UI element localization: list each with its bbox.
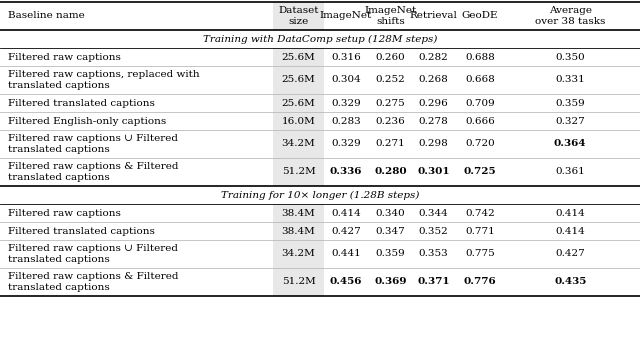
- Text: 0.298: 0.298: [419, 139, 449, 149]
- Text: 0.414: 0.414: [556, 209, 585, 218]
- Text: 0.352: 0.352: [419, 226, 449, 236]
- Text: 34.2M: 34.2M: [282, 249, 316, 258]
- Text: 0.742: 0.742: [465, 209, 495, 218]
- Text: Training for 10× longer (1.28B steps): Training for 10× longer (1.28B steps): [221, 190, 419, 199]
- Text: Training with DataComp setup (128M steps): Training with DataComp setup (128M steps…: [203, 35, 437, 44]
- Text: 51.2M: 51.2M: [282, 277, 316, 286]
- Text: ImageNet: ImageNet: [320, 12, 372, 20]
- Text: 0.414: 0.414: [331, 209, 361, 218]
- Text: 0.353: 0.353: [419, 249, 449, 258]
- Bar: [273, 112, 324, 130]
- Text: 16.0M: 16.0M: [282, 116, 316, 126]
- Text: Filtered translated captions: Filtered translated captions: [8, 226, 155, 236]
- Text: 0.327: 0.327: [556, 116, 585, 126]
- Text: 0.668: 0.668: [465, 75, 495, 84]
- Text: 0.427: 0.427: [331, 226, 361, 236]
- Text: 0.359: 0.359: [376, 249, 405, 258]
- Text: 0.441: 0.441: [331, 249, 361, 258]
- Text: Baseline name: Baseline name: [8, 12, 85, 20]
- Bar: [273, 222, 324, 240]
- Text: 0.316: 0.316: [331, 52, 361, 62]
- Text: Filtered raw captions & Filtered
translated captions: Filtered raw captions & Filtered transla…: [8, 272, 179, 292]
- Text: 0.252: 0.252: [376, 75, 405, 84]
- Text: 0.427: 0.427: [556, 249, 585, 258]
- Text: Filtered raw captions: Filtered raw captions: [8, 209, 121, 218]
- Text: Filtered raw captions, replaced with
translated captions: Filtered raw captions, replaced with tra…: [8, 70, 200, 90]
- Text: 0.725: 0.725: [464, 167, 496, 177]
- Text: 0.369: 0.369: [374, 277, 406, 286]
- Text: 0.296: 0.296: [419, 99, 449, 107]
- Text: 0.280: 0.280: [374, 167, 406, 177]
- Bar: [273, 66, 324, 94]
- Text: 0.282: 0.282: [419, 52, 449, 62]
- Bar: [273, 130, 324, 158]
- Text: 34.2M: 34.2M: [282, 139, 316, 149]
- Text: 0.414: 0.414: [556, 226, 585, 236]
- Text: 0.359: 0.359: [556, 99, 585, 107]
- Text: 38.4M: 38.4M: [282, 209, 316, 218]
- Text: 0.331: 0.331: [556, 75, 585, 84]
- Text: 0.329: 0.329: [331, 139, 361, 149]
- Text: 0.776: 0.776: [463, 277, 497, 286]
- Text: 0.344: 0.344: [419, 209, 449, 218]
- Text: 0.336: 0.336: [330, 167, 362, 177]
- Text: 0.709: 0.709: [465, 99, 495, 107]
- Bar: [273, 268, 324, 296]
- Text: 0.278: 0.278: [419, 116, 449, 126]
- Text: 0.688: 0.688: [465, 52, 495, 62]
- Text: 0.371: 0.371: [417, 277, 450, 286]
- Text: 0.347: 0.347: [376, 226, 405, 236]
- Text: 38.4M: 38.4M: [282, 226, 316, 236]
- Text: 0.283: 0.283: [331, 116, 361, 126]
- Text: 0.456: 0.456: [330, 277, 362, 286]
- Text: 0.329: 0.329: [331, 99, 361, 107]
- Text: Average
over 38 tasks: Average over 38 tasks: [535, 6, 605, 26]
- Text: Filtered raw captions ∪ Filtered
translated captions: Filtered raw captions ∪ Filtered transla…: [8, 134, 178, 154]
- Text: 0.350: 0.350: [556, 52, 585, 62]
- Text: 0.361: 0.361: [556, 167, 585, 177]
- Text: Retrieval: Retrieval: [410, 12, 458, 20]
- Text: 0.666: 0.666: [465, 116, 495, 126]
- Bar: [273, 94, 324, 112]
- Text: GeoDE: GeoDE: [461, 12, 499, 20]
- Text: 0.301: 0.301: [417, 167, 450, 177]
- Text: Filtered raw captions & Filtered
translated captions: Filtered raw captions & Filtered transla…: [8, 162, 179, 182]
- Text: 0.236: 0.236: [376, 116, 405, 126]
- Text: 0.275: 0.275: [376, 99, 405, 107]
- Bar: [273, 48, 324, 66]
- Text: 0.268: 0.268: [419, 75, 449, 84]
- Text: 0.271: 0.271: [376, 139, 405, 149]
- Bar: [273, 2, 324, 30]
- Bar: [273, 158, 324, 186]
- Text: Filtered English-only captions: Filtered English-only captions: [8, 116, 166, 126]
- Text: 25.6M: 25.6M: [282, 52, 316, 62]
- Text: Filtered translated captions: Filtered translated captions: [8, 99, 155, 107]
- Text: 0.260: 0.260: [376, 52, 405, 62]
- Text: Filtered raw captions: Filtered raw captions: [8, 52, 121, 62]
- Text: 25.6M: 25.6M: [282, 99, 316, 107]
- Text: 51.2M: 51.2M: [282, 167, 316, 177]
- Bar: [273, 240, 324, 268]
- Bar: [273, 204, 324, 222]
- Text: Dataset
size: Dataset size: [278, 6, 319, 26]
- Text: 0.364: 0.364: [554, 139, 586, 149]
- Text: ImageNet
shifts: ImageNet shifts: [364, 6, 417, 26]
- Text: 0.340: 0.340: [376, 209, 405, 218]
- Text: 25.6M: 25.6M: [282, 75, 316, 84]
- Text: 0.771: 0.771: [465, 226, 495, 236]
- Text: 0.304: 0.304: [331, 75, 361, 84]
- Text: 0.775: 0.775: [465, 249, 495, 258]
- Text: 0.435: 0.435: [554, 277, 586, 286]
- Text: Filtered raw captions ∪ Filtered
translated captions: Filtered raw captions ∪ Filtered transla…: [8, 244, 178, 264]
- Text: 0.720: 0.720: [465, 139, 495, 149]
